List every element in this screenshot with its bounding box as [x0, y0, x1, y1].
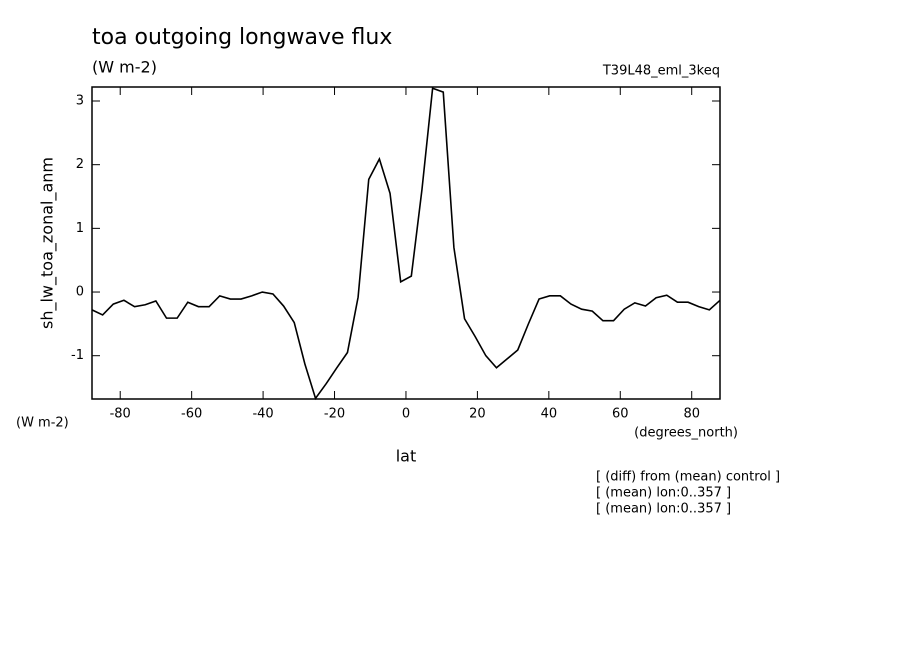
y-tick-label: 3 [76, 94, 84, 109]
x-tick-label: 0 [402, 407, 410, 422]
x-axis-label: lat [396, 447, 417, 466]
data-line [91, 87, 721, 401]
experiment: T39L48_eml_3keq [602, 64, 720, 79]
y-units: (W m-2) [16, 416, 69, 431]
y-tick-label: 1 [76, 221, 84, 236]
x-tick-label: 20 [469, 407, 486, 422]
x-tick-label: -60 [181, 407, 202, 422]
x-tick-label: -80 [110, 407, 131, 422]
chart-title: toa outgoing longwave flux [92, 25, 392, 50]
y-axis-label: sh_lw_toa_zonal_anm [38, 157, 58, 329]
x-tick-label: -40 [252, 407, 273, 422]
x-tick-label: 80 [683, 407, 700, 422]
y-tick-label: 2 [76, 157, 84, 172]
x-tick-label: -20 [324, 407, 345, 422]
y-tick-label: -1 [71, 348, 84, 363]
y-tick-label: 0 [76, 285, 84, 300]
x-tick-label: 60 [612, 407, 629, 422]
note: [ (mean) lon:0..357 ] [596, 502, 731, 517]
x-tick-label: 40 [541, 407, 558, 422]
plot-frame [91, 86, 721, 400]
note: [ (diff) from (mean) control ] [596, 470, 780, 485]
units: (W m-2) [92, 58, 157, 77]
note: [ (mean) lon:0..357 ] [596, 486, 731, 501]
x-units: (degrees_north) [634, 426, 738, 441]
